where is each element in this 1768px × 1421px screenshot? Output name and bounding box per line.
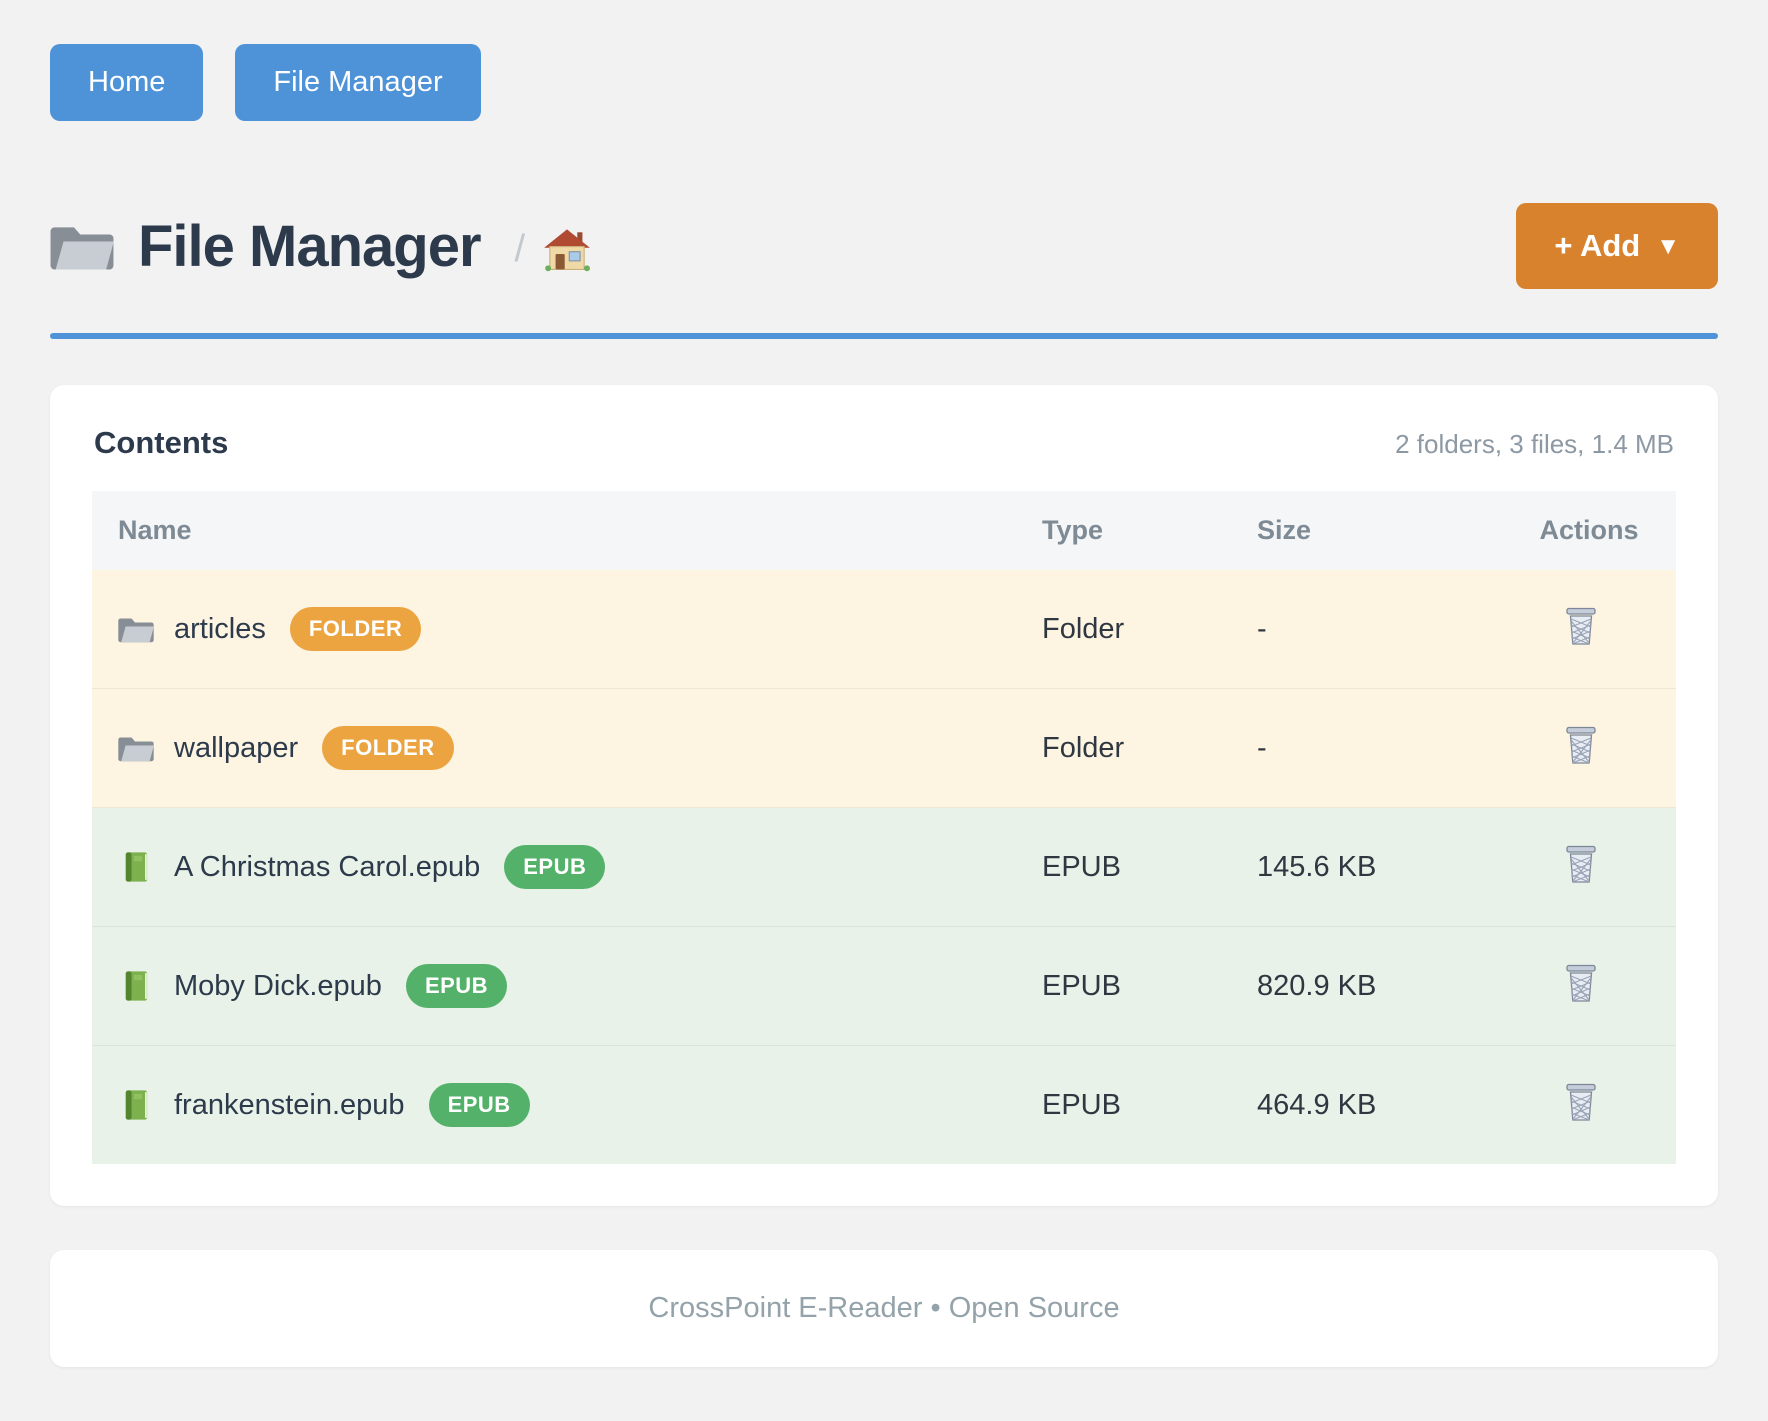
add-button[interactable]: + Add ▼ [1516,203,1718,289]
caret-down-icon: ▼ [1656,233,1680,260]
type-cell: Folder [1016,688,1231,808]
type-cell: EPUB [1016,926,1231,1046]
contents-card: Contents 2 folders, 3 files, 1.4 MB Name… [50,385,1718,1206]
file-table: Name Type Size Actions [92,491,1676,1164]
footer-text: CrossPoint E-Reader • Open Source [648,1292,1120,1324]
type-badge: FOLDER [322,726,454,770]
page-header: File Manager / + Add ▼ [50,203,1718,289]
size-cell: 820.9 KB [1231,926,1486,1046]
contents-heading: Contents [94,425,229,460]
size-cell: - [1231,688,1486,808]
size-cell: 464.9 KB [1231,1045,1486,1164]
title-group: File Manager / [50,213,591,280]
folder-icon [118,732,154,764]
type-cell: Folder [1042,612,1125,645]
trash-icon [1563,606,1599,646]
file-name[interactable]: Moby Dick.epub [174,969,382,1002]
table-row: wallpaper FOLDER Folder - [92,688,1676,808]
home-icon[interactable] [543,228,591,272]
add-button-label: + Add [1554,228,1641,263]
trash-icon [1563,963,1599,1003]
folder-icon [50,219,114,273]
file-name[interactable]: wallpaper [174,731,299,764]
column-header-actions: Actions [1486,491,1676,570]
table-row: articles FOLDER Folder - [92,570,1676,689]
table-row: Moby Dick.epub EPUB EPUB 820.9 KB [92,926,1676,1046]
table-row: frankenstein.epub EPUB EPUB 464.9 KB [92,1045,1676,1164]
file-name[interactable]: A Christmas Carol.epub [174,850,481,883]
type-badge: EPUB [405,964,508,1008]
footer: CrossPoint E-Reader • Open Source [50,1250,1718,1367]
type-cell: EPUB [1016,1045,1231,1164]
trash-icon [1563,725,1599,765]
delete-button[interactable] [1561,723,1601,767]
card-head: Contents 2 folders, 3 files, 1.4 MB [92,425,1676,461]
file-manager-button[interactable]: File Manager [235,44,481,121]
folder-icon [118,613,154,645]
type-cell: EPUB [1016,807,1231,927]
type-badge: EPUB [428,1083,530,1127]
file-name[interactable]: articles [174,612,266,645]
top-nav: Home File Manager [50,44,1718,121]
column-header-name: Name [92,491,1016,570]
trash-icon [1563,844,1599,884]
delete-button[interactable] [1561,842,1601,886]
table-header-row: Name Type Size Actions [92,491,1676,570]
page-title: File Manager [138,213,482,279]
size-cell: 145.6 KB [1231,807,1486,927]
header-divider [50,333,1718,339]
table-row: A Christmas Carol.epub EPUB EPUB 145.6 K… [92,807,1676,927]
file-name[interactable]: frankenstein.epub [174,1088,405,1121]
delete-button[interactable] [1561,604,1601,648]
green-book-icon [118,1089,154,1121]
green-book-icon [118,851,154,883]
trash-icon [1563,1082,1599,1122]
breadcrumb-separator: / [514,227,526,270]
delete-button[interactable] [1561,961,1601,1005]
type-badge: EPUB [504,845,606,889]
home-button[interactable]: Home [50,44,204,121]
column-header-size: Size [1231,491,1486,570]
size-cell: - [1257,612,1267,645]
green-book-icon [118,970,154,1002]
column-header-type: Type [1016,491,1231,570]
type-badge: FOLDER [289,607,422,651]
contents-summary: 2 folders, 3 files, 1.4 MB [1395,429,1674,459]
delete-button[interactable] [1561,1080,1601,1124]
